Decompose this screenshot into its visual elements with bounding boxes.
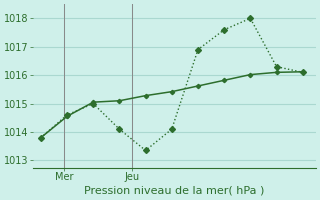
X-axis label: Pression niveau de la mer( hPa ): Pression niveau de la mer( hPa ) [84,186,265,196]
